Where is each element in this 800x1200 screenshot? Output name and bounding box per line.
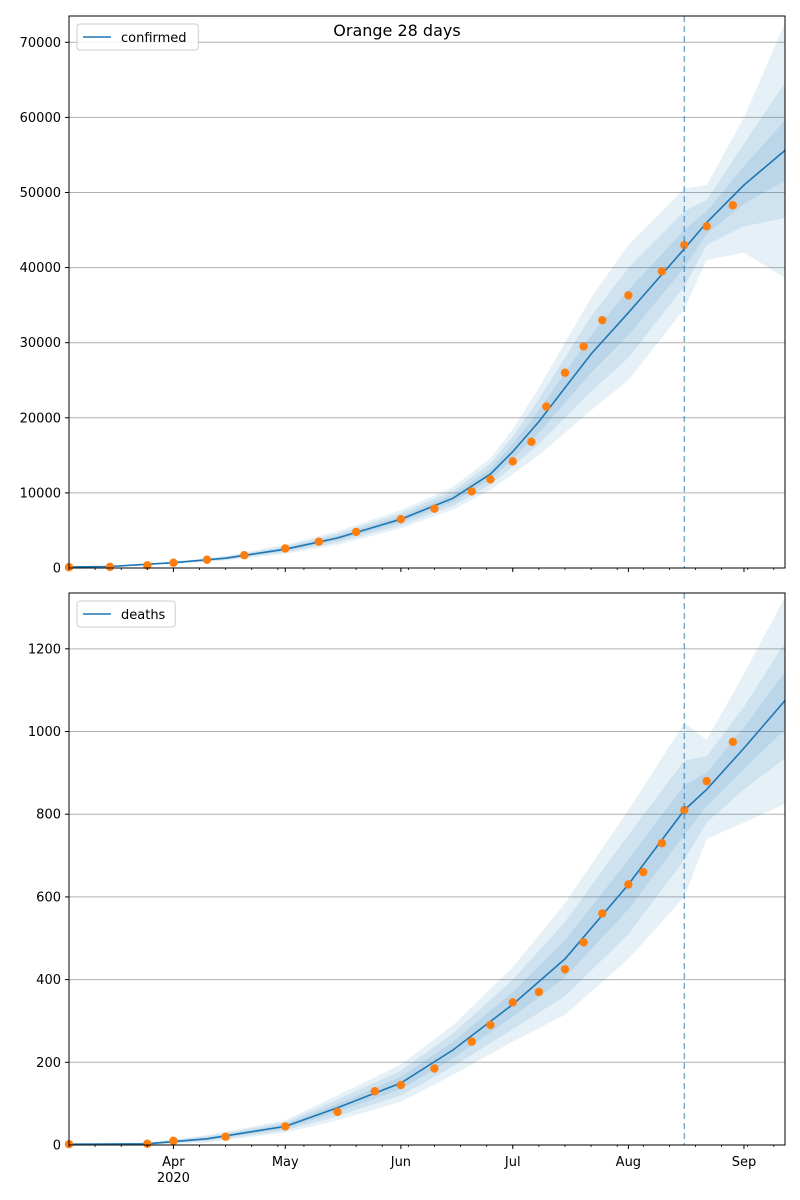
y-tick-label: 800 bbox=[36, 808, 61, 823]
observed-point bbox=[598, 315, 607, 325]
observed-point bbox=[143, 1139, 152, 1148]
y-tick-label: 1200 bbox=[28, 642, 61, 657]
observed-point bbox=[534, 987, 544, 997]
observed-point bbox=[370, 1087, 379, 1096]
observed-point bbox=[430, 504, 439, 513]
observed-point bbox=[143, 561, 152, 570]
x-tick-label: Sep bbox=[732, 1155, 757, 1170]
y-tick-label: 70000 bbox=[20, 36, 61, 51]
y-tick-label: 0 bbox=[53, 1139, 61, 1154]
figure-title: Orange 28 days bbox=[333, 21, 460, 40]
observed-point bbox=[105, 562, 115, 572]
observed-point bbox=[430, 1064, 439, 1073]
observed-point bbox=[624, 880, 633, 889]
legend-box bbox=[76, 23, 199, 51]
observed-point bbox=[169, 558, 178, 567]
model-line bbox=[68, 699, 786, 1145]
observed-point bbox=[624, 291, 633, 300]
observed-point bbox=[579, 938, 588, 947]
observed-point bbox=[221, 1132, 230, 1141]
y-tick-label: 50000 bbox=[20, 186, 61, 201]
confirmed-panel: 0 10000 20000 30000 40000 50000 60000 70000 conf… bbox=[20, 15, 786, 577]
y-tick-label: 200 bbox=[36, 1056, 61, 1071]
observed-point bbox=[396, 1080, 406, 1090]
observed-point bbox=[527, 437, 536, 447]
observed-point bbox=[579, 342, 588, 351]
x-tick-label: Aug bbox=[616, 1155, 641, 1170]
observed-point bbox=[467, 1037, 476, 1046]
observed-point bbox=[702, 776, 711, 786]
observed-point bbox=[560, 368, 570, 377]
observed-point bbox=[396, 514, 406, 524]
y-tick-label: 400 bbox=[36, 973, 61, 988]
observed-point bbox=[508, 998, 517, 1007]
x-tick-label: Jun bbox=[390, 1155, 411, 1170]
uncertainty-band bbox=[69, 642, 785, 1145]
observed-point bbox=[680, 805, 689, 815]
observed-point bbox=[657, 838, 667, 848]
y-tick-label: 0 bbox=[53, 562, 61, 577]
observed-point bbox=[560, 965, 570, 974]
observed-point bbox=[728, 201, 737, 210]
observed-point bbox=[598, 909, 607, 918]
uncertainty-band bbox=[69, 82, 785, 567]
y-tick-label: 10000 bbox=[20, 486, 61, 501]
x-tick-label: Jul bbox=[504, 1155, 521, 1170]
observed-point bbox=[680, 240, 689, 250]
uncertainty-band bbox=[69, 22, 785, 567]
observed-point bbox=[240, 551, 249, 560]
observed-point bbox=[702, 222, 711, 231]
y-tick-label: 30000 bbox=[20, 336, 61, 351]
observed-point bbox=[202, 555, 212, 564]
legend-label: confirmed bbox=[121, 31, 187, 46]
plot-frame bbox=[68, 15, 786, 569]
x-tick-label: May bbox=[272, 1155, 299, 1170]
observed-point bbox=[486, 1020, 495, 1030]
observed-point bbox=[542, 402, 551, 411]
y-tick-label: 1000 bbox=[28, 725, 61, 740]
observed-point bbox=[333, 1107, 342, 1117]
observed-point bbox=[281, 544, 290, 553]
observed-point bbox=[314, 537, 324, 546]
y-tick-label: 60000 bbox=[20, 111, 61, 126]
observed-point bbox=[486, 475, 495, 484]
y-tick-label: 20000 bbox=[20, 411, 61, 426]
observed-point bbox=[467, 487, 476, 496]
plot-frame bbox=[68, 592, 786, 1146]
observed-point bbox=[728, 737, 737, 747]
y-tick-label: 600 bbox=[36, 890, 61, 905]
y-tick-label: 40000 bbox=[20, 261, 61, 276]
observed-point bbox=[639, 867, 648, 877]
x-tick-sublabel: 2020 bbox=[157, 1171, 190, 1186]
observed-point bbox=[508, 457, 517, 466]
observed-point bbox=[351, 527, 361, 537]
observed-point bbox=[169, 1136, 178, 1146]
observed-point bbox=[657, 267, 667, 276]
legend-box bbox=[76, 600, 176, 628]
observed-point bbox=[281, 1122, 290, 1131]
x-tick-label: Apr bbox=[162, 1155, 185, 1170]
legend-label: deaths bbox=[121, 608, 166, 623]
